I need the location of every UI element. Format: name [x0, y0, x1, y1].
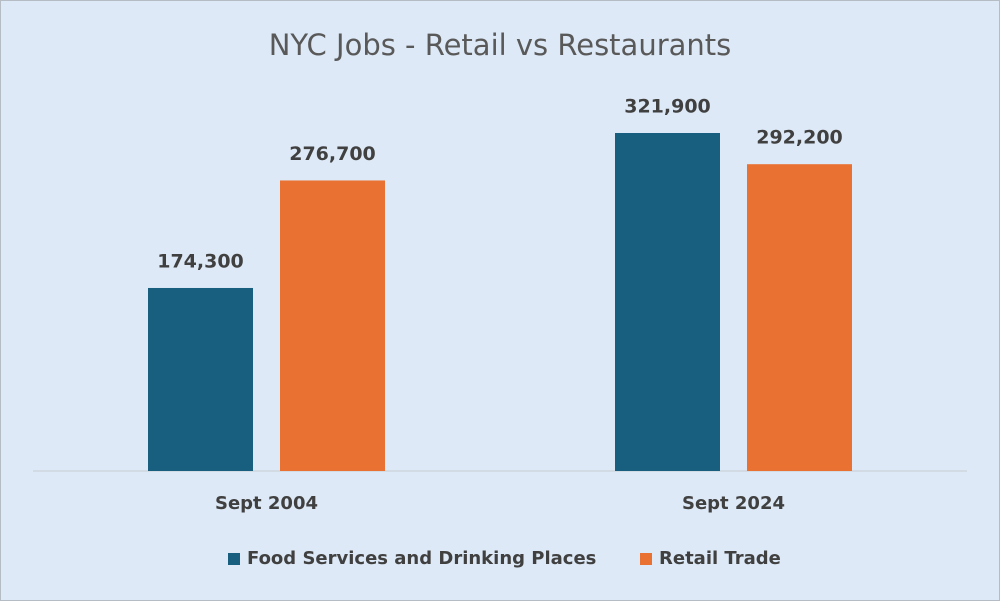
value-label: 174,300 [157, 250, 244, 272]
x-tick-label: Sept 2004 [215, 493, 318, 514]
bar [148, 287, 253, 471]
legend-label: Food Services and Drinking Places [247, 548, 596, 569]
bar [747, 164, 852, 471]
legend-swatch [640, 553, 652, 565]
bar [615, 133, 720, 471]
bar [280, 180, 385, 471]
chart-title: NYC Jobs - Retail vs Restaurants [269, 28, 732, 62]
legend-swatch [228, 553, 240, 565]
value-label: 292,200 [756, 127, 843, 149]
legend-label: Retail Trade [659, 548, 781, 569]
value-label: 321,900 [624, 96, 711, 118]
x-tick-label: Sept 2024 [682, 493, 785, 514]
value-label: 276,700 [289, 143, 376, 165]
